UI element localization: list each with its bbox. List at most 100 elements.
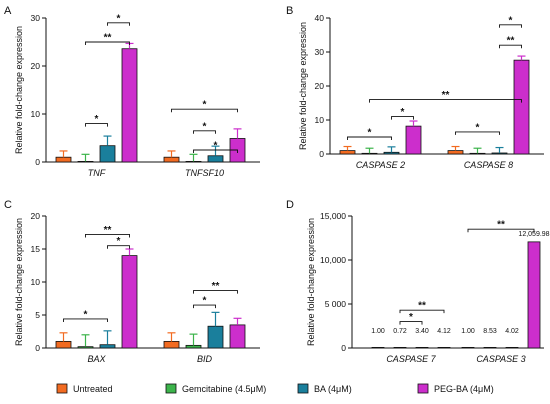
- y-axis-label: Relative fold-change expression: [298, 22, 308, 150]
- category-label: CASPASE 3: [476, 354, 525, 364]
- bar: [185, 344, 202, 349]
- significance-label: *: [401, 107, 405, 118]
- bracket-line: [467, 228, 535, 233]
- bar: [77, 346, 94, 349]
- panel-d: D 0 5 000 10,000 15,000 Relative fold-change …: [286, 199, 550, 364]
- bar: [469, 152, 486, 155]
- significance-bracket: *: [85, 114, 108, 127]
- y-tick-label: 0: [35, 343, 40, 353]
- significance-label: *: [368, 128, 372, 139]
- bar: [383, 151, 400, 155]
- data-label: 4.02: [505, 328, 519, 335]
- bar: [339, 150, 356, 155]
- y-axis-label: Relative fold-change expression: [14, 26, 24, 154]
- bar: [527, 241, 541, 349]
- bar: [163, 156, 180, 163]
- significance-bracket: **: [399, 301, 445, 314]
- significance-label: **: [104, 33, 112, 44]
- bracket-line: [85, 41, 130, 45]
- significance-label: *: [117, 13, 121, 24]
- significance-label: *: [203, 121, 207, 132]
- y-tick-label: 5: [35, 310, 40, 320]
- significance-label: *: [84, 309, 88, 320]
- bracket-line: [399, 309, 445, 314]
- significance-label: **: [507, 36, 515, 47]
- legend-label: PEG-BA (4μM): [434, 384, 494, 394]
- panel-letter: B: [286, 5, 293, 17]
- significance-bracket: **: [499, 36, 522, 49]
- y-tick-label: 20: [31, 61, 41, 71]
- significance-bracket: *: [63, 309, 108, 322]
- bar: [163, 340, 180, 349]
- bracket-line: [63, 318, 108, 322]
- data-label: 0.72: [393, 328, 407, 335]
- significance-bracket: *: [347, 128, 392, 140]
- bar: [121, 48, 138, 163]
- bracket-line: [391, 116, 414, 120]
- data-label: 4.12: [437, 328, 451, 335]
- significance-bracket: *: [193, 141, 238, 153]
- panel-letter: C: [4, 199, 12, 211]
- panel-a: A 0 10 20 30 Relative fold-change expression T…: [4, 5, 260, 178]
- category-label: TNF: [88, 168, 106, 178]
- category-label: CASPASE 2: [356, 160, 405, 170]
- significance-bracket: *: [107, 236, 130, 249]
- bar: [185, 160, 202, 163]
- bracket-line: [369, 99, 522, 103]
- bracket-line: [107, 22, 130, 26]
- significance-bracket: **: [85, 225, 130, 238]
- legend-swatch: [56, 383, 68, 394]
- bar: [99, 344, 116, 349]
- panel-letter: A: [4, 5, 12, 17]
- bracket-line: [193, 149, 238, 153]
- significance-label: *: [95, 114, 99, 125]
- bar: [361, 152, 378, 155]
- significance-label: *: [409, 312, 413, 323]
- bar: [121, 255, 138, 349]
- data-label: 1.00: [371, 328, 385, 335]
- significance-label: *: [203, 296, 207, 307]
- significance-label: **: [418, 301, 426, 312]
- bar: [483, 346, 497, 349]
- significance-bracket: *: [499, 15, 522, 28]
- bracket-line: [107, 245, 130, 249]
- y-tick-label: 15,000: [320, 211, 346, 221]
- legend-label: Gemcitabine (4.5μM): [182, 384, 266, 394]
- significance-bracket: *: [193, 121, 216, 134]
- y-tick-label: 10: [31, 109, 41, 119]
- bar: [393, 346, 407, 349]
- significance-label: **: [104, 225, 112, 236]
- y-tick-label: 10,000: [320, 255, 346, 265]
- significance-bracket: *: [171, 100, 238, 113]
- legend: Untreated Gemcitabine (4.5μM) BA (4μM) PEG-…: [56, 383, 494, 394]
- y-tick-label: 10: [315, 115, 325, 125]
- data-label: 1.00: [461, 328, 475, 335]
- data-label: 3.40: [415, 328, 429, 335]
- bracket-line: [455, 131, 500, 135]
- y-axis-label: Relative fold-change expression: [306, 218, 316, 346]
- legend-item: BA (4μM): [297, 383, 352, 394]
- y-tick-label: 15: [31, 244, 41, 254]
- bar: [55, 156, 72, 163]
- significance-bracket: **: [85, 33, 130, 45]
- significance-bracket: **: [193, 281, 238, 294]
- panel-letter: D: [286, 199, 294, 211]
- bracket-line: [193, 290, 238, 294]
- legend-item: Gemcitabine (4.5μM): [165, 383, 266, 394]
- bracket-line: [399, 321, 423, 325]
- bracket-line: [347, 136, 392, 140]
- bar: [415, 346, 429, 349]
- y-tick-label: 10: [31, 277, 41, 287]
- y-tick-label: 40: [315, 13, 325, 23]
- bar: [371, 346, 385, 349]
- bar: [207, 325, 224, 349]
- bar: [513, 59, 530, 155]
- data-label: 8.53: [483, 328, 497, 335]
- panel-c: C 0 5 10 15 20 Relative fold-change expression…: [4, 199, 260, 364]
- significance-bracket: *: [455, 122, 500, 135]
- bar: [99, 145, 116, 163]
- y-tick-label: 20: [31, 211, 41, 221]
- significance-label: *: [214, 141, 218, 152]
- legend-swatch: [165, 383, 177, 394]
- bracket-line: [499, 24, 522, 28]
